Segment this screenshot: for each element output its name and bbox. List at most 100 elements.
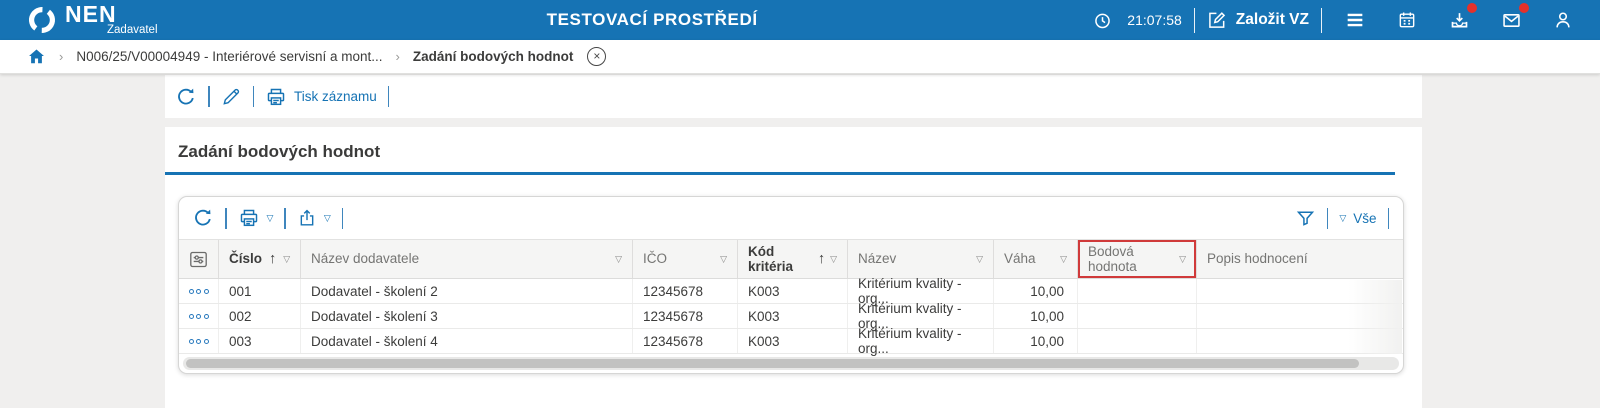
column-header-nazev-dodavatele[interactable]: Název dodavatele ▽ <box>301 240 633 278</box>
environment-label: TESTOVACÍ PROSTŘEDÍ <box>546 10 758 29</box>
dropdown-icon: ▽ <box>976 253 983 264</box>
cell-nazev-dodavatele: Dodavatel - školení 4 <box>301 329 633 353</box>
filter-funnel-button[interactable] <box>1295 208 1316 229</box>
close-breadcrumb-icon[interactable]: × <box>587 47 607 66</box>
dropdown-icon: ▽ <box>323 212 331 223</box>
row-menu-button[interactable] <box>188 338 209 344</box>
filter-all-dropdown[interactable]: ▽ Vše <box>1339 211 1376 226</box>
cell-cislo: 001 <box>219 279 301 303</box>
section-panel: Zadání bodových hodnot <box>165 127 1422 408</box>
grid-export-button[interactable]: ▽ <box>297 208 331 228</box>
dropdown-icon: ▽ <box>1179 253 1186 264</box>
print-record-label: Tisk záznamu <box>294 89 377 104</box>
edit-pencil-button[interactable] <box>221 86 242 107</box>
row-menu-button[interactable] <box>188 288 209 294</box>
cell-kod-kriteria: K003 <box>738 329 848 353</box>
brand-subtitle: Zadavatel <box>107 24 158 37</box>
scrollbar-thumb[interactable] <box>186 359 1360 368</box>
refresh-button[interactable] <box>175 86 197 108</box>
spacer <box>165 118 1422 127</box>
record-toolbar: Tisk záznamu <box>165 75 1422 118</box>
cell-nazev: Kritérium kvality - org... <box>848 276 994 306</box>
cell-ico: 12345678 <box>633 279 738 303</box>
create-vz-label: Založit VZ <box>1235 11 1309 28</box>
table-row: 001 Dodavatel - školení 2 12345678 K003 … <box>179 276 1403 306</box>
column-header-vaha[interactable]: Váha ▽ <box>994 240 1078 278</box>
title-underline <box>165 172 1395 175</box>
nen-logo[interactable]: NEN Zadavatel <box>0 3 215 37</box>
notification-badge <box>1467 3 1477 13</box>
cell-kod-kriteria: K003 <box>738 279 848 303</box>
dropdown-icon: ▽ <box>266 212 274 223</box>
edit-icon <box>1207 10 1227 30</box>
cell-cislo: 002 <box>219 304 301 328</box>
divider <box>1387 207 1389 229</box>
grid-header-row: Číslo ↑ ▽ Název dodavatele ▽ IČO ▽ Kód k… <box>179 239 1403 279</box>
divider <box>284 207 286 229</box>
user-profile-icon[interactable] <box>1550 7 1576 33</box>
cell-bodova-hodnota[interactable] <box>1078 304 1197 328</box>
dropdown-icon: ▽ <box>1339 212 1347 223</box>
dropdown-icon: ▽ <box>615 253 622 264</box>
notification-badge <box>1519 3 1529 13</box>
sort-asc-icon: ↑ <box>269 250 277 267</box>
column-header-kod-kriteria[interactable]: Kód kritéria ↑ ▽ <box>738 240 848 278</box>
top-header-bar: NEN Zadavatel TESTOVACÍ PROSTŘEDÍ 21:07:… <box>0 0 1600 40</box>
messages-envelope-icon[interactable] <box>1498 3 1529 33</box>
print-record-button[interactable]: Tisk záznamu <box>265 86 377 108</box>
grid-refresh-button[interactable] <box>192 207 214 229</box>
cell-nazev: Kritérium kvality - org... <box>848 301 994 331</box>
divider <box>225 207 227 229</box>
grid-card: ▽ ▽ <box>178 196 1404 374</box>
table-row: 002 Dodavatel - školení 3 12345678 K003 … <box>179 301 1403 331</box>
cell-popis-hodnoceni <box>1197 329 1403 353</box>
export-icon <box>297 208 317 228</box>
column-header-nazev[interactable]: Název ▽ <box>848 240 994 278</box>
column-header-ico[interactable]: IČO ▽ <box>633 240 738 278</box>
calendar-icon[interactable] <box>1394 7 1420 33</box>
horizontal-scrollbar[interactable] <box>183 357 1399 370</box>
cell-vaha: 10,00 <box>994 304 1078 328</box>
cell-cislo: 003 <box>219 329 301 353</box>
filter-all-label: Vše <box>1353 210 1377 226</box>
chevron-right-icon: › <box>395 49 400 64</box>
nen-swirl-icon <box>26 4 58 36</box>
divider <box>341 207 344 229</box>
cell-nazev: Kritérium kvality - org... <box>848 326 994 356</box>
cell-popis-hodnoceni <box>1197 304 1403 328</box>
grid-toolbar: ▽ ▽ <box>179 197 1403 239</box>
create-vz-button[interactable]: Založit VZ <box>1207 10 1309 30</box>
downloads-tray-icon[interactable] <box>1446 3 1477 33</box>
grid-print-button[interactable]: ▽ <box>238 207 274 229</box>
breadcrumb: › N006/25/V00004949 - Interiérové servis… <box>0 40 1600 74</box>
divider <box>1326 207 1329 229</box>
cell-bodova-hodnota[interactable] <box>1078 329 1197 353</box>
header-actions: 21:07:58 Založit VZ <box>1089 3 1600 33</box>
home-icon[interactable] <box>26 47 46 67</box>
server-time: 21:07:58 <box>1127 12 1182 28</box>
printer-icon <box>238 207 260 229</box>
cell-bodova-hodnota[interactable] <box>1078 279 1197 303</box>
cell-popis-hodnoceni <box>1197 279 1403 303</box>
divider <box>252 86 254 107</box>
clock-icon <box>1089 7 1115 33</box>
column-header-popis-hodnoceni[interactable]: Popis hodnocení <box>1207 251 1308 267</box>
divider <box>387 86 390 107</box>
cell-ico: 12345678 <box>633 304 738 328</box>
column-settings-button[interactable] <box>179 240 219 278</box>
breadcrumb-item-contract[interactable]: N006/25/V00004949 - Interiérové servisní… <box>76 49 383 64</box>
sort-asc-icon: ↑ <box>817 250 826 267</box>
content-area: Tisk záznamu Zadání bodových hodnot <box>165 75 1422 408</box>
breadcrumb-item-current: Zadání bodových hodnot <box>412 49 574 64</box>
dropdown-icon: ▽ <box>830 253 837 264</box>
divider <box>1193 7 1195 33</box>
column-header-bodova-hodnota[interactable]: Bodová hodnota ▽ <box>1078 240 1197 278</box>
row-menu-button[interactable] <box>188 313 209 319</box>
column-header-cislo[interactable]: Číslo ↑ ▽ <box>219 240 301 278</box>
table-row: 003 Dodavatel - školení 4 12345678 K003 … <box>179 326 1403 356</box>
menu-icon[interactable] <box>1342 7 1368 33</box>
chevron-right-icon: › <box>59 49 64 64</box>
cell-ico: 12345678 <box>633 329 738 353</box>
brand-name: NEN <box>65 1 117 28</box>
sliders-icon <box>188 249 209 270</box>
